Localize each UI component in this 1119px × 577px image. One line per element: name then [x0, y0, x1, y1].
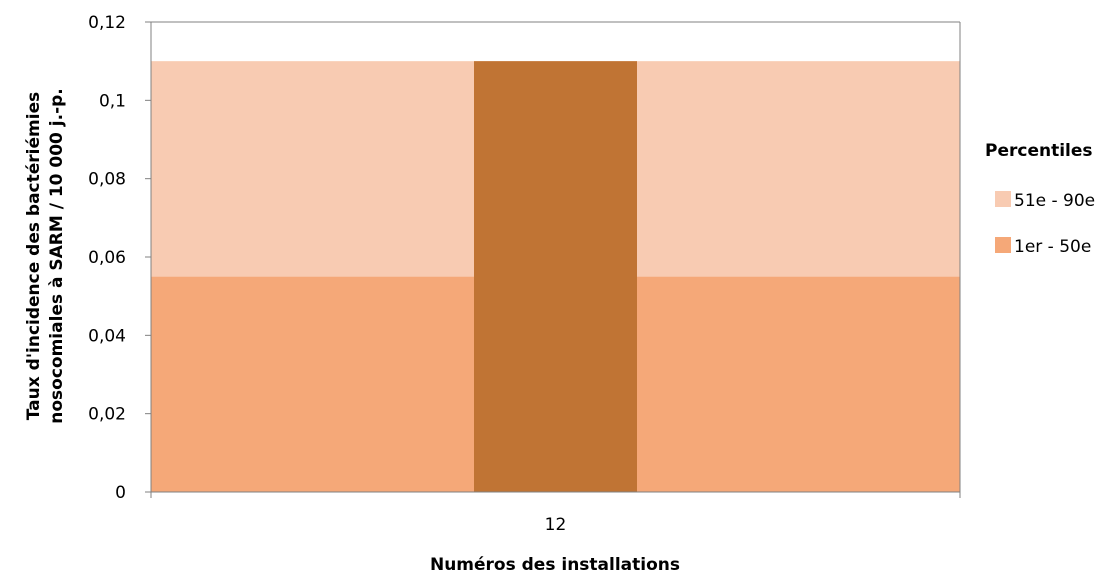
bar-12	[474, 61, 637, 493]
y-axis-title-line-2: nosocomiales à SARM / 10 000 j.-p.	[47, 88, 67, 424]
y-tick-label: 0,1	[99, 91, 126, 111]
y-tick-label: 0,06	[88, 248, 126, 268]
legend-swatch-1er-50e	[995, 237, 1011, 253]
y-tick-label: 0	[115, 483, 126, 503]
legend-label-51e-90e: 51e - 90e	[1014, 191, 1095, 211]
legend-swatch-51e-90e	[995, 191, 1011, 207]
legend: Percentiles 51e - 90e 1er - 50e	[985, 141, 1095, 257]
y-tick-label: 0,08	[88, 170, 126, 190]
y-tick-label: 0,04	[88, 326, 126, 346]
y-tick-label: 0,02	[88, 405, 126, 425]
x-axis-title: Numéros des installations	[430, 555, 680, 575]
axes	[145, 21, 961, 498]
legend-title: Percentiles	[985, 141, 1093, 161]
y-tick-labels: 0 0,02 0,04 0,06 0,08 0,1 0,12	[88, 13, 126, 503]
x-tick-labels: 12	[545, 515, 567, 535]
legend-label-1er-50e: 1er - 50e	[1014, 237, 1091, 257]
y-tick-label: 0,12	[88, 13, 126, 33]
bars	[474, 61, 637, 493]
x-tick-label: 12	[545, 515, 567, 535]
y-axis-title-line-1: Taux d'incidence des bactériémies	[24, 92, 44, 420]
